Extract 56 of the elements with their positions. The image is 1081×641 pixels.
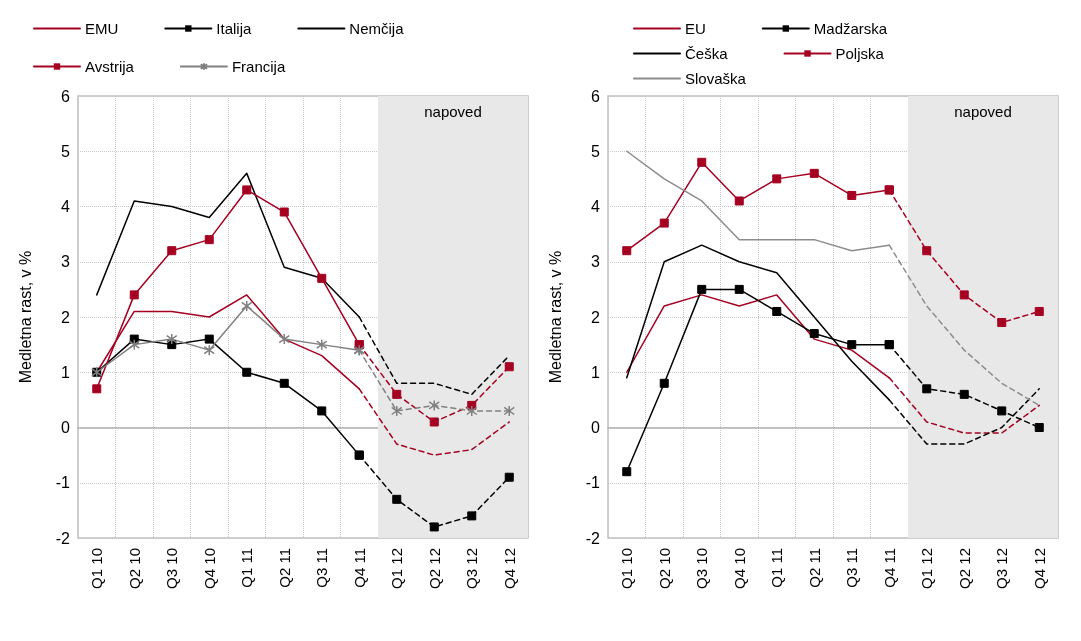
x-tick-label: Q3 10 (693, 548, 711, 589)
y-tick-label: -2 (55, 529, 71, 547)
x-tick-label: Q4 10 (200, 548, 218, 589)
y-tick-label: 5 (61, 142, 71, 160)
y-tick-label: 3 (61, 253, 71, 271)
x-tick-label: Q3 12 (993, 548, 1011, 589)
x-tick-label: Q3 11 (313, 548, 331, 588)
legend-label: Poljska (835, 45, 885, 62)
x-tick-label: Q4 11 (350, 548, 368, 588)
x-tick-label: Q1 10 (618, 548, 636, 589)
legend-label: EMU (85, 20, 119, 37)
y-tick-label: 2 (61, 308, 71, 326)
x-tick-label: Q4 12 (500, 548, 518, 589)
legend-label: Nemčija (349, 20, 405, 37)
band-label: napoved (954, 103, 1012, 120)
y-tick-label: 3 (591, 253, 601, 271)
x-tick-label: Q2 11 (805, 548, 823, 588)
band-label: napoved (424, 103, 482, 120)
x-tick-label: Q4 11 (880, 548, 898, 588)
y-axis-title: Medletna rast, v % (546, 250, 564, 384)
y-tick-label: -2 (585, 529, 601, 547)
legend-label: Češka (685, 45, 729, 62)
y-tick-label: 0 (591, 419, 601, 436)
x-tick-label: Q1 12 (918, 548, 936, 589)
legend-label: Avstrija (85, 58, 135, 75)
legend-label: EU (685, 20, 706, 37)
y-tick-label: -1 (55, 474, 71, 492)
legend-label: Italija (216, 20, 253, 37)
y-axis-title: Medletna rast, v % (16, 250, 34, 384)
x-tick-label: Q1 11 (238, 548, 256, 588)
x-tick-label: Q2 10 (125, 548, 143, 589)
legend-label: Slovaška (685, 70, 747, 87)
x-tick-label: Q1 10 (88, 548, 106, 589)
y-tick-label: 0 (61, 419, 71, 436)
x-tick-label: Q3 12 (463, 548, 481, 589)
x-tick-label: Q1 11 (768, 548, 786, 588)
x-tick-label: Q4 12 (1030, 548, 1048, 589)
x-tick-label: Q3 10 (163, 548, 181, 589)
legend-label: Madžarska (813, 20, 888, 37)
y-tick-label: 1 (61, 363, 71, 381)
x-tick-label: Q2 11 (275, 548, 293, 588)
x-tick-label: Q1 12 (388, 548, 406, 589)
y-tick-label: 4 (61, 198, 71, 215)
y-tick-label: 1 (591, 363, 601, 381)
y-tick-label: -1 (585, 474, 601, 492)
x-tick-label: Q2 10 (655, 548, 673, 589)
x-tick-label: Q2 12 (955, 548, 973, 589)
legend-label: Francija (231, 58, 286, 75)
y-tick-label: 6 (61, 87, 71, 105)
y-tick-label: 2 (591, 308, 601, 326)
y-tick-label: 4 (591, 198, 601, 215)
x-tick-label: Q4 10 (730, 548, 748, 589)
x-tick-label: Q3 11 (843, 548, 861, 588)
x-tick-label: Q2 12 (425, 548, 443, 589)
y-tick-label: 5 (591, 142, 601, 160)
y-tick-label: 6 (591, 87, 601, 105)
